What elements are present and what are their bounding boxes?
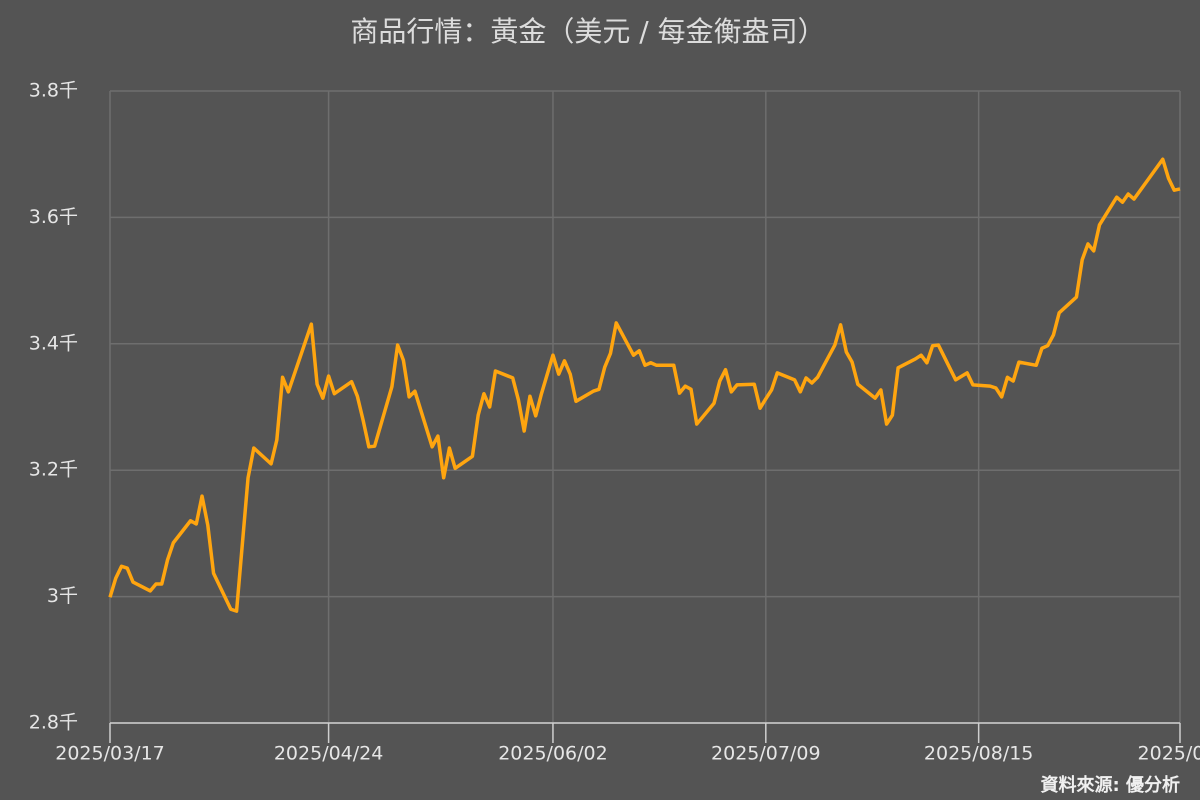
x-tick-label: 2025/03/17 (55, 743, 165, 765)
y-tick-label: 3.2千 (29, 459, 78, 481)
x-tick-label: 2025/0... (1138, 743, 1200, 765)
x-tick-label: 2025/06/02 (498, 743, 608, 765)
y-tick-label: 3千 (47, 585, 78, 607)
x-tick-label: 2025/08/15 (924, 743, 1034, 765)
chart-title: 商品行情：黃金（美元 / 每金衡盎司） (350, 15, 825, 48)
y-tick-label: 2.8千 (29, 712, 78, 734)
y-tick-label: 3.8千 (29, 80, 78, 102)
y-tick-label: 3.4千 (29, 332, 78, 354)
price-line (108, 157, 1181, 613)
x-tick-label: 2025/04/24 (274, 743, 384, 765)
y-tick-label: 3.6千 (29, 206, 78, 228)
x-tick-label: 2025/07/09 (711, 743, 821, 765)
source-note: 資料來源: 優分析 (1041, 774, 1180, 796)
